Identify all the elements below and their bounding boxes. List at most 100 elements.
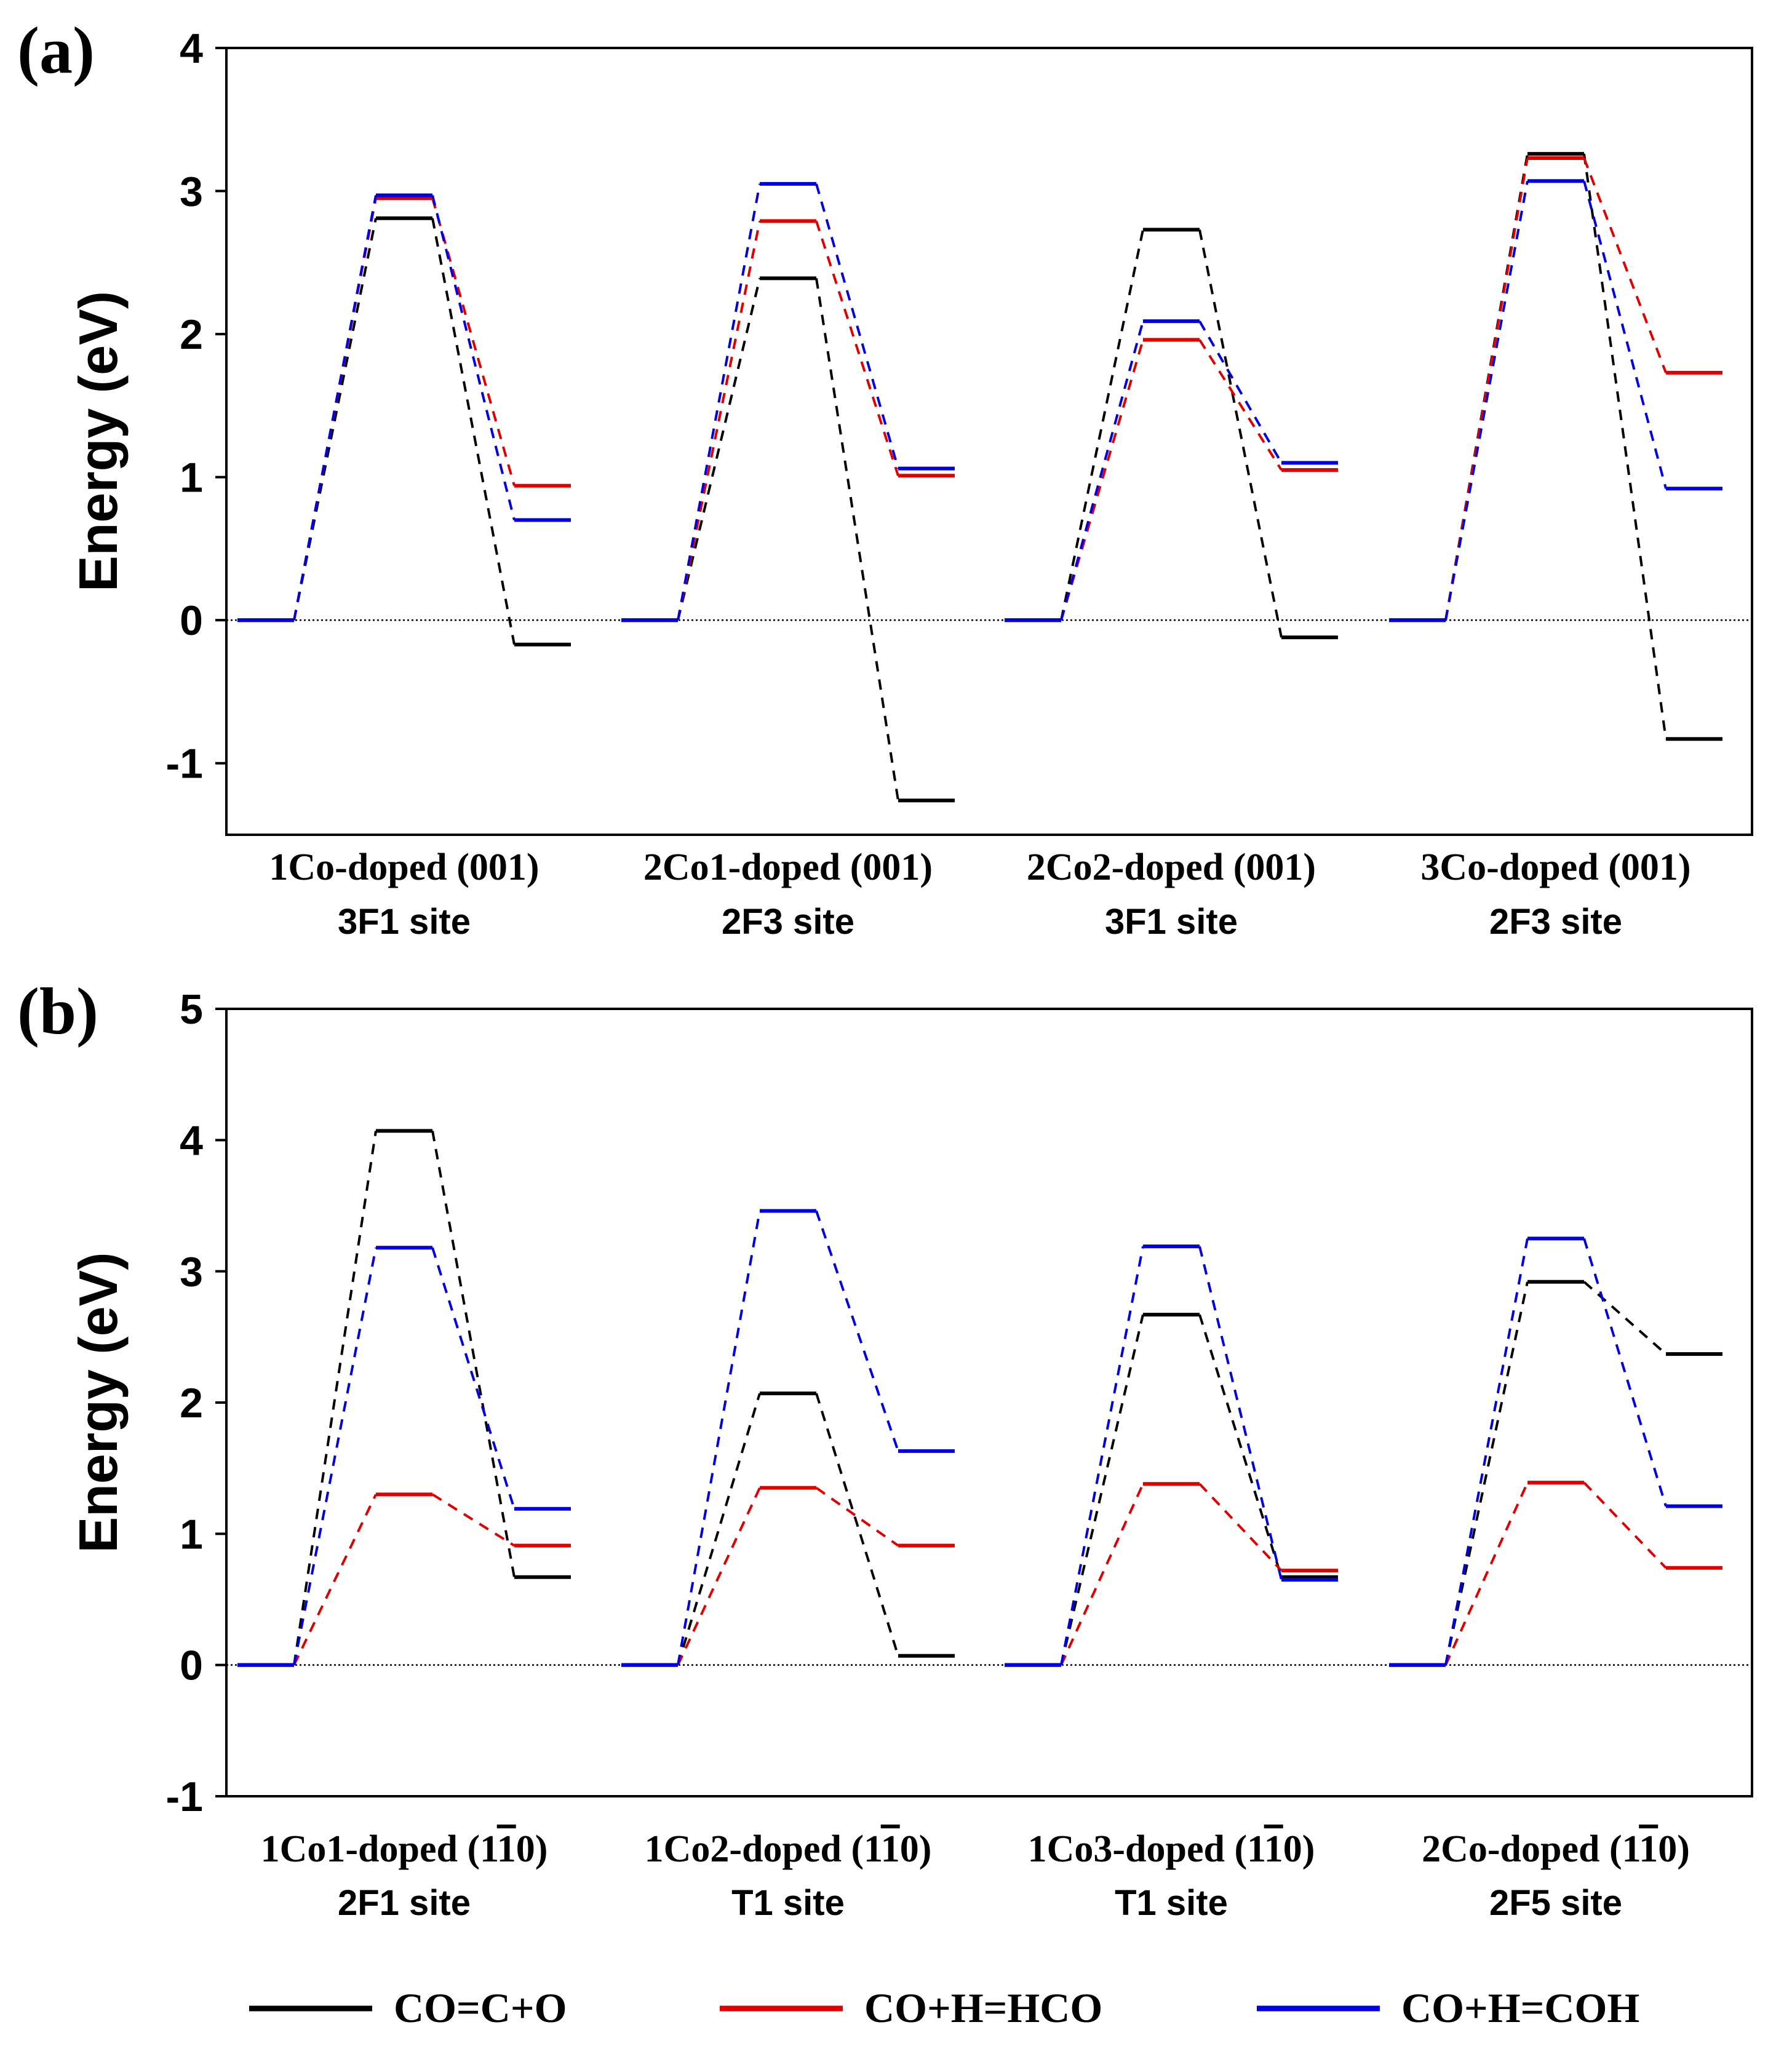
connector-line — [1060, 1483, 1144, 1666]
connector-line — [677, 1211, 761, 1666]
connector-line — [815, 1210, 899, 1452]
connector-line — [815, 1487, 899, 1547]
connector-line — [1583, 153, 1667, 739]
connector-line — [1198, 320, 1283, 464]
y-tick-label: 4 — [180, 25, 203, 72]
group-label-line1: 1Co-doped (001) — [269, 846, 539, 888]
series-CO+H=COH — [237, 193, 571, 623]
connector-line — [1583, 180, 1667, 489]
series-CO+H=HCO — [1389, 1481, 1722, 1667]
connector-line — [431, 1131, 516, 1578]
connector-line — [1198, 1314, 1283, 1578]
connector-line — [815, 220, 899, 476]
legend: CO=C+O CO+H=HCO CO+H=COH — [249, 1984, 1639, 2031]
legend-item: CO+H=COH — [1257, 1984, 1639, 2031]
series-CO+H=COH — [621, 1209, 955, 1667]
connector-line — [293, 195, 377, 621]
series-CO=C+O — [1389, 152, 1722, 741]
y-tick-label: 5 — [180, 986, 203, 1033]
group-label-line2: T1 site — [731, 1883, 845, 1923]
connector-line — [1444, 1281, 1529, 1666]
connector-line — [677, 220, 761, 621]
connector-line — [293, 1247, 377, 1666]
connector-line — [293, 1131, 377, 1665]
chart-panel-a: 4 3 2 1 0 -1 Energy (eV) (a) 1Co-doped (001) 3F1 … — [17, 14, 1753, 942]
group-2: 2Co1-doped (001) 2F3 site — [621, 181, 955, 942]
connector-line — [1583, 1281, 1667, 1355]
group-1: 1Co-doped (001) 3F1 site — [237, 193, 571, 942]
y-tick-label: 4 — [180, 1117, 203, 1164]
connector-line — [815, 1393, 899, 1657]
y-axis-label: Energy (eV) — [68, 291, 129, 592]
group-label-line2: 3F1 site — [1105, 902, 1238, 942]
series-CO=C+O — [237, 216, 571, 647]
group-label-line2: 2F3 site — [722, 902, 854, 942]
plot-frame — [225, 47, 1753, 836]
series-CO+H=HCO — [1005, 338, 1338, 623]
connector-line — [1060, 320, 1144, 621]
series-CO=C+O — [1389, 1280, 1722, 1667]
series-CO+H=HCO — [621, 219, 955, 623]
connector-line — [677, 1393, 761, 1666]
series-CO+H=HCO — [237, 196, 571, 623]
group-3: 2Co2-doped (001) 3F1 site — [1005, 228, 1338, 942]
group-2: 1Co2-doped (110) T1 site — [621, 1209, 955, 1923]
y-tick-label: 0 — [180, 1642, 203, 1689]
connector-line — [815, 278, 899, 801]
y-tick-label: 1 — [180, 1511, 203, 1558]
legend-label: CO+H=HCO — [864, 1984, 1102, 2031]
group-4: 3Co-doped (001) 2F3 site — [1389, 152, 1722, 942]
connector-line — [1583, 1481, 1667, 1569]
y-tick-label: 1 — [180, 455, 203, 501]
connector-line — [293, 218, 377, 621]
y-axis-label: Energy (eV) — [68, 1252, 129, 1553]
connector-line — [677, 277, 761, 621]
series-CO+H=COH — [1389, 1236, 1722, 1667]
connector-line — [1198, 339, 1283, 471]
connector-line — [431, 1247, 516, 1510]
group-label-line2: 3F1 site — [338, 902, 471, 942]
connector-line — [1444, 153, 1529, 621]
connector-line — [1198, 229, 1283, 638]
group-label-line1: 1Co3-doped (110) — [1028, 1828, 1315, 1870]
group-4: 2Co-doped (110) 2F5 site — [1389, 1236, 1722, 1923]
connector-line — [431, 1493, 516, 1547]
series-CO=C+O — [621, 276, 955, 803]
series-CO=C+O — [237, 1129, 571, 1667]
series-CO+H=COH — [1389, 179, 1722, 623]
series-CO+H=COH — [1005, 319, 1338, 623]
legend-item: CO=C+O — [249, 1984, 567, 2031]
group-label-line2: 2F5 site — [1489, 1883, 1622, 1923]
series-CO+H=HCO — [237, 1492, 571, 1667]
series-CO=C+O — [1005, 228, 1338, 640]
series-CO+H=COH — [237, 1246, 571, 1667]
group-3: 1Co3-doped (110) T1 site — [1005, 1244, 1338, 1923]
group-label-line1: 1Co1-doped (110) — [261, 1828, 548, 1870]
connector-line — [815, 183, 899, 469]
series-CO=C+O — [621, 1391, 955, 1667]
legend-label: CO=C+O — [394, 1984, 567, 2031]
connector-line — [293, 1494, 377, 1666]
group-label-line2: 2F3 site — [1489, 902, 1622, 942]
legend-label: CO+H=COH — [1401, 1984, 1639, 2031]
connector-line — [431, 197, 516, 487]
connector-line — [1444, 1238, 1529, 1666]
y-tick-label: 2 — [180, 311, 203, 358]
connector-line — [1583, 157, 1667, 373]
y-tick-label: 3 — [180, 169, 203, 215]
y-tick-label: 3 — [180, 1249, 203, 1296]
y-tick-label: -1 — [166, 741, 203, 787]
group-1: 1Co1-doped (110) 2F1 site — [237, 1129, 571, 1923]
connector-line — [1444, 1482, 1529, 1666]
connector-line — [431, 218, 516, 645]
legend-item: CO+H=HCO — [720, 1984, 1102, 2031]
connector-line — [1060, 1314, 1144, 1666]
chart-panel-b: 5 4 3 2 1 0 -1 Energy (eV) (b) 1Co1-doped (110) 2F… — [17, 975, 1753, 1923]
series-CO+H=HCO — [1005, 1482, 1338, 1667]
series-CO+H=COH — [1005, 1244, 1338, 1667]
series-CO+H=HCO — [1389, 156, 1722, 623]
connector-line — [431, 195, 516, 520]
connector-line — [1198, 1483, 1283, 1572]
group-label-line1: 3Co-doped (001) — [1420, 846, 1690, 888]
